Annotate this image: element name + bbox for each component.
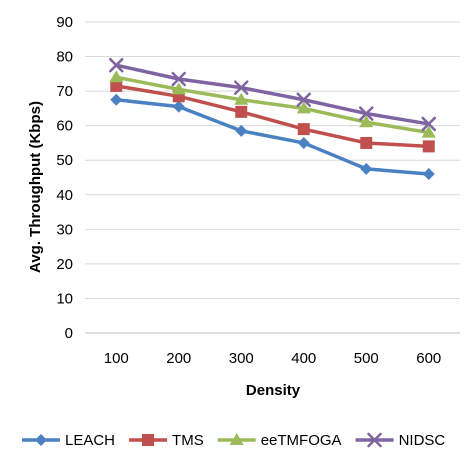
legend-label: TMS xyxy=(172,432,204,449)
series-line-leach xyxy=(116,98,429,176)
legend-swatch-marker xyxy=(142,434,155,446)
legend: LEACH TMS eeTMFOGA NIDSC xyxy=(22,432,445,449)
x-tick-label: 100 xyxy=(104,350,129,367)
data-point-eetmfoga xyxy=(359,115,374,128)
data-point-nidsc xyxy=(171,71,186,87)
legend-label: NIDSC xyxy=(399,432,446,449)
data-point-tms xyxy=(422,140,435,153)
y-tick-label: 50 xyxy=(56,152,73,169)
data-point-leach xyxy=(235,124,248,137)
data-point-eetmfoga xyxy=(296,101,311,114)
y-axis-title: Avg. Throughput (Kbps) xyxy=(27,101,44,273)
legend-swatch-marker xyxy=(367,432,382,448)
y-tick-label: 70 xyxy=(56,83,73,100)
data-point-tms xyxy=(360,136,373,149)
data-point-nidsc xyxy=(296,92,311,107)
series-leach xyxy=(110,93,435,181)
x-tick-label: 200 xyxy=(166,350,191,367)
series-group xyxy=(109,57,436,181)
legend-item-leach: LEACH xyxy=(22,432,115,449)
data-point-leach xyxy=(110,93,123,106)
data-point-tms xyxy=(110,79,123,92)
data-point-nidsc xyxy=(359,106,374,121)
x-axis-title: Density xyxy=(246,382,301,399)
y-tick-label: 10 xyxy=(56,290,73,307)
legend-label: eeTMFOGA xyxy=(261,432,342,449)
series-eetmfoga xyxy=(109,70,436,138)
y-tick-label: 30 xyxy=(56,221,73,238)
data-point-leach xyxy=(422,168,435,181)
data-point-tms xyxy=(297,123,310,136)
series-line-nidsc xyxy=(115,63,430,126)
y-tick-label: 80 xyxy=(56,49,73,66)
legend-item-eetmfoga: eeTMFOGA xyxy=(217,432,342,449)
data-point-leach xyxy=(297,136,310,149)
legend-swatch-marker xyxy=(229,433,244,445)
data-point-leach xyxy=(360,162,373,175)
y-tick-label: 60 xyxy=(56,118,73,135)
x-tick-label: 400 xyxy=(291,350,316,367)
data-point-eetmfoga xyxy=(421,125,436,138)
y-tick-label: 20 xyxy=(56,256,73,273)
x-tick-label: 600 xyxy=(416,350,441,367)
y-axis-ticks: 0 10 20 30 40 50 60 70 80 90 xyxy=(56,14,73,342)
data-point-eetmfoga xyxy=(234,92,249,105)
legend-swatch-marker xyxy=(35,434,47,446)
data-point-nidsc xyxy=(109,57,124,73)
data-point-nidsc xyxy=(421,116,436,132)
y-tick-label: 40 xyxy=(56,187,73,204)
data-point-nidsc xyxy=(234,80,249,95)
gridlines xyxy=(85,21,460,334)
x-tick-label: 300 xyxy=(229,350,254,367)
x-axis-ticks: 100 200 300 400 500 600 xyxy=(104,350,442,367)
legend-label: LEACH xyxy=(65,432,115,449)
legend-item-tms: TMS xyxy=(129,432,204,449)
series-line-tms xyxy=(115,84,429,149)
y-tick-label: 90 xyxy=(56,14,73,31)
data-point-eetmfoga xyxy=(109,70,124,83)
series-nidsc xyxy=(109,57,436,132)
series-line-eetmfoga xyxy=(115,75,430,135)
x-tick-label: 500 xyxy=(354,350,379,367)
legend-item-nidsc: NIDSC xyxy=(355,432,446,449)
data-point-leach xyxy=(172,100,185,113)
data-point-tms xyxy=(235,105,248,118)
y-tick-label: 0 xyxy=(65,325,73,342)
data-point-eetmfoga xyxy=(171,82,186,95)
